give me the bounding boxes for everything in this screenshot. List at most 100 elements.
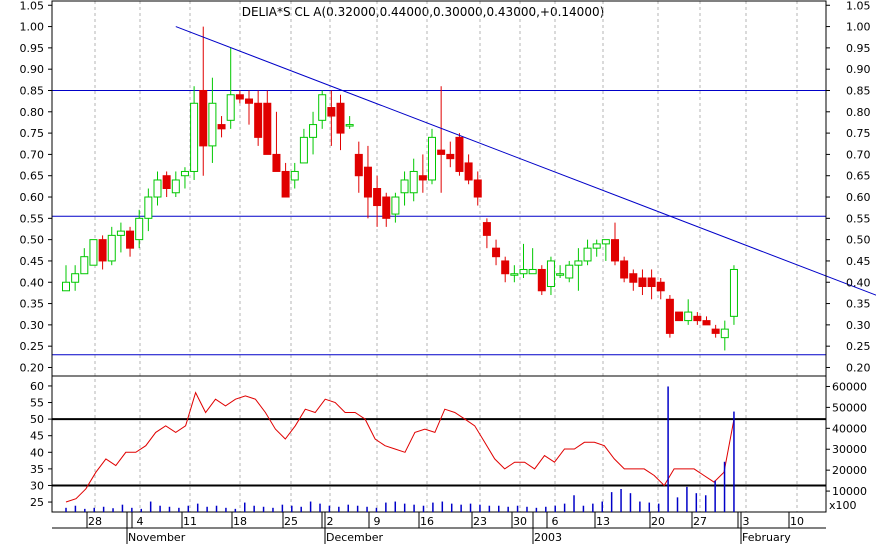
candle-down [638, 277, 647, 288]
month-label: November [128, 531, 186, 544]
volume-tick-label: 50000 [832, 401, 867, 414]
candle-down [336, 102, 345, 134]
date-tick-label: 3 [743, 515, 750, 528]
candle-down [647, 277, 656, 288]
date-tick-label: 25 [284, 515, 298, 528]
price-tick-label: 0.25 [846, 340, 871, 353]
rsi-tick-label: 50 [30, 413, 44, 426]
indicator-panel-frame [51, 375, 827, 513]
candle-down [418, 175, 427, 181]
grid-lines [94, 1, 798, 512]
candlesticks [62, 26, 738, 351]
price-tick-label: 0.20 [846, 361, 871, 374]
right-price-axis: 1.05 1.00 0.95 0.90 0.85 0.80 0.75 0.70 0.65 0.60… [826, 0, 871, 374]
candle-up [345, 124, 354, 127]
candle-down [354, 153, 363, 177]
candle-down [501, 260, 510, 275]
candle-up [546, 260, 555, 288]
candle-down [620, 260, 629, 279]
candle-up [107, 234, 116, 262]
candle-up [80, 256, 89, 275]
volume-tick-label: 30000 [832, 443, 867, 456]
candle-down [245, 98, 253, 104]
date-tick-label: 9 [374, 515, 381, 528]
price-tick-label: 0.70 [846, 148, 871, 161]
price-tick-label: 0.25 [20, 340, 45, 353]
month-label: December [326, 531, 384, 544]
candle-down [665, 298, 674, 334]
candle-down [437, 149, 446, 155]
candle-down [382, 196, 391, 219]
date-axis: 28 4 11 18 25 2 9 16 23 30 6 13 20 27 3 10 [86, 512, 804, 528]
volume-tick-label: 20000 [832, 464, 867, 477]
price-tick-label: 1.05 [20, 0, 45, 12]
price-tick-label: 0.50 [846, 234, 871, 247]
price-tick-label: 1.00 [20, 21, 45, 34]
date-tick-label: 10 [790, 515, 804, 528]
candle-down [217, 124, 226, 130]
candle-up [556, 273, 565, 276]
price-tick-label: 1.00 [846, 21, 871, 34]
volume-panel [65, 386, 735, 512]
date-tick-label: 11 [183, 515, 197, 528]
volume-unit-label: x100 [829, 499, 857, 512]
candle-up [135, 217, 144, 241]
price-tick-label: 0.75 [20, 127, 45, 140]
candle-up [528, 268, 537, 275]
downtrend-line [175, 26, 876, 296]
date-tick-label: 27 [693, 515, 707, 528]
candle-up [574, 260, 583, 266]
date-tick-label: 18 [233, 515, 247, 528]
candle-up [592, 243, 601, 249]
candle-up [299, 136, 308, 164]
price-tick-label: 0.35 [846, 298, 871, 311]
candle-down [629, 273, 638, 283]
candle-up [409, 170, 418, 194]
date-tick-label: 13 [596, 515, 610, 528]
volume-tick-label: 60000 [832, 380, 867, 393]
price-tick-label: 0.90 [20, 63, 45, 76]
candle-down [263, 102, 272, 155]
price-tick-label: 0.85 [20, 84, 45, 97]
price-tick-label: 0.90 [846, 63, 871, 76]
date-tick-label: 23 [473, 515, 487, 528]
candle-up [153, 179, 162, 198]
candle-up [510, 273, 519, 276]
price-tick-label: 0.35 [20, 298, 45, 311]
candle-down [373, 188, 382, 207]
price-tick-label: 0.80 [20, 106, 45, 119]
volume-tick-label: 40000 [832, 422, 867, 435]
candle-up [171, 179, 180, 194]
month-axis: November December 2003 February [126, 512, 791, 544]
rsi-panel [52, 391, 826, 503]
candle-up [144, 196, 153, 219]
price-tick-label: 0.45 [20, 255, 45, 268]
candle-down [98, 239, 107, 262]
candle-up [290, 170, 299, 181]
candle-up [208, 102, 217, 147]
month-label: February [742, 531, 791, 544]
price-tick-label: 0.65 [20, 170, 45, 183]
trendline [175, 26, 876, 296]
price-tick-label: 0.60 [846, 191, 871, 204]
price-tick-label: 0.50 [20, 234, 45, 247]
candle-up [71, 273, 80, 283]
candle-down [281, 170, 290, 198]
candle-up [180, 170, 189, 177]
candle-down [272, 153, 281, 172]
candle-down [693, 315, 702, 322]
candle-down [675, 311, 684, 322]
candle-up [391, 196, 400, 215]
price-tick-label: 0.30 [20, 319, 45, 332]
candle-up [190, 102, 199, 172]
month-label: 2003 [534, 531, 562, 544]
price-tick-label: 0.40 [846, 276, 871, 289]
chart-title: DELIA*S CL A(0.32000,0.44000,0.30000,0.4… [242, 5, 605, 19]
candle-up [720, 328, 729, 339]
volume-tick-label: 10000 [832, 485, 867, 498]
candle-down [235, 94, 244, 100]
price-tick-label: 0.45 [846, 255, 871, 268]
date-tick-label: 4 [137, 515, 144, 528]
date-tick-label: 28 [88, 515, 102, 528]
price-tick-label: 0.55 [20, 212, 45, 225]
